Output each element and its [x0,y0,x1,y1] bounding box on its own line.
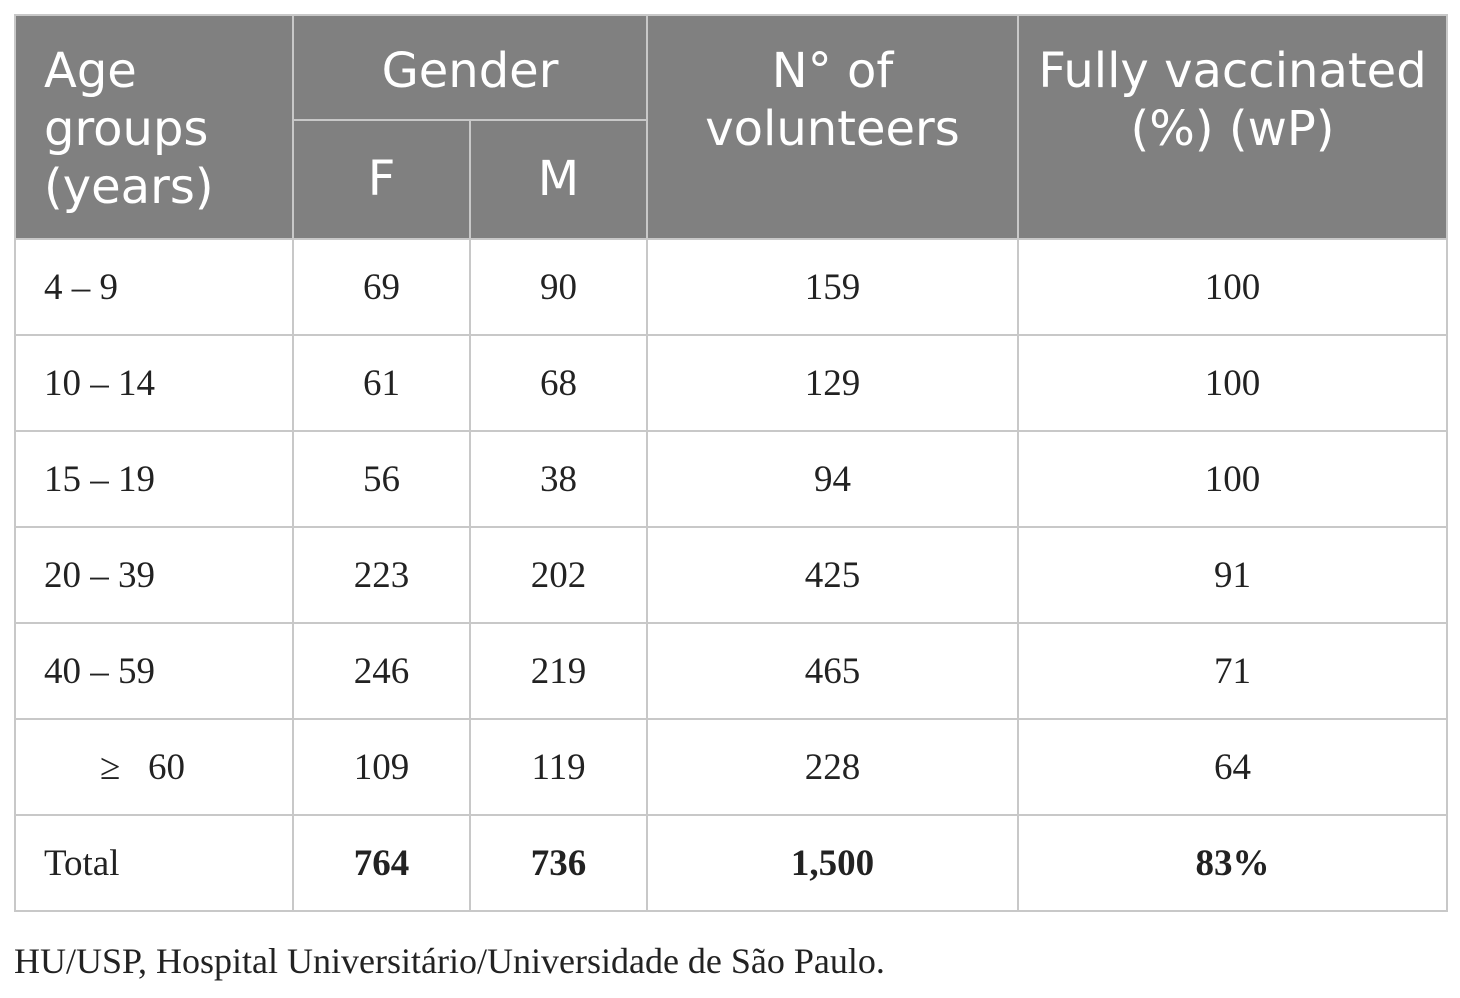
male-cell: 90 [468,238,649,336]
male-cell: 219 [468,622,649,720]
vaccinated-cell: 100 [1017,334,1449,432]
vaccinated-cell: 71 [1017,622,1449,720]
female-cell: 246 [292,622,471,720]
volunteers-table: Age groups (years) Gender N° of voluntee… [14,14,1449,912]
total-male: 736 [468,814,649,912]
volunteers-cell: 129 [646,334,1020,432]
age-cell: 20 – 39 [14,526,294,624]
total-volunteers: 1,500 [646,814,1020,912]
female-cell: 56 [292,430,471,528]
header-gender: Gender [291,14,649,121]
age-cell: 4 – 9 [14,238,294,336]
volunteers-cell: 94 [646,430,1020,528]
header-female: F [292,118,471,241]
header-volunteers: N° of volunteers [646,14,1020,240]
volunteers-cell: 425 [646,526,1020,624]
header-fully-vaccinated: Fully vaccinated (%) (wP) [1017,14,1449,240]
male-cell: 68 [468,334,649,432]
header-male: M [468,118,649,241]
vaccinated-cell: 64 [1017,718,1449,816]
total-label: Total [14,814,294,912]
female-cell: 223 [292,526,471,624]
volunteers-cell: 465 [646,622,1020,720]
vaccinated-cell: 100 [1017,238,1449,336]
total-row: Total 764 736 1,500 83% [14,814,1449,912]
female-cell: 69 [292,238,471,336]
table-row: ≥ 60 109 119 228 64 [14,718,1449,816]
vaccinated-cell: 100 [1017,430,1449,528]
data-table-container: Age groups (years) Gender N° of voluntee… [14,14,1449,912]
male-cell: 202 [468,526,649,624]
age-cell: 40 – 59 [14,622,294,720]
age-cell: 15 – 19 [14,430,294,528]
volunteers-cell: 159 [646,238,1020,336]
total-female: 764 [292,814,471,912]
age-cell: 10 – 14 [14,334,294,432]
male-cell: 119 [468,718,649,816]
table-row: 40 – 59 246 219 465 71 [14,622,1449,720]
vaccinated-cell: 91 [1017,526,1449,624]
male-cell: 38 [468,430,649,528]
table-footnote: HU/USP, Hospital Universitário/Universid… [14,941,885,981]
table-row: 15 – 19 56 38 94 100 [14,430,1449,528]
table-row: 10 – 14 61 68 129 100 [14,334,1449,432]
age-cell: ≥ 60 [14,718,294,816]
volunteers-cell: 228 [646,718,1020,816]
table-row: 20 – 39 223 202 425 91 [14,526,1449,624]
header-age-groups: Age groups (years) [14,14,294,240]
female-cell: 61 [292,334,471,432]
female-cell: 109 [292,718,471,816]
table-row: 4 – 9 69 90 159 100 [14,238,1449,336]
total-vaccinated: 83% [1017,814,1449,912]
